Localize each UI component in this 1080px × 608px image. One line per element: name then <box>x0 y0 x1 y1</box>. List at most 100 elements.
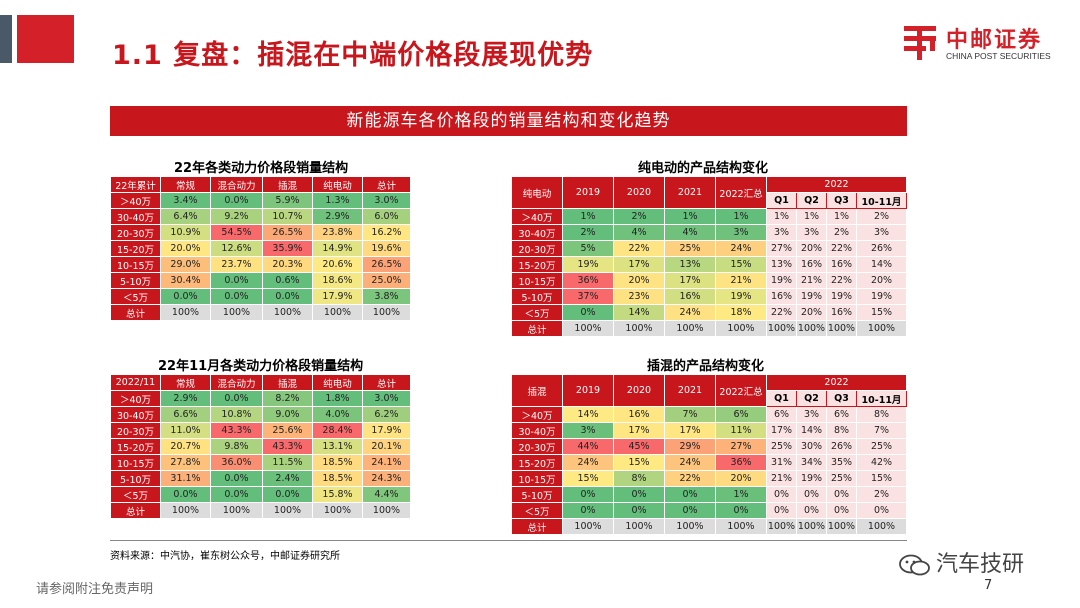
table-cell: 11.0% <box>160 422 211 439</box>
table-cell: 28.4% <box>312 422 363 439</box>
table-cell: 21% <box>766 470 797 487</box>
year-header: 2021 <box>664 176 716 209</box>
table-cell: 1% <box>796 208 827 225</box>
table-cell: 22% <box>613 240 665 257</box>
decor-bar-red <box>17 15 74 63</box>
table-cell: 0.0% <box>210 288 263 305</box>
table-cell: 100% <box>826 320 857 337</box>
quarter-header: Q1 <box>766 390 797 407</box>
table-cell: 0.0% <box>210 192 263 209</box>
table-cell: 14% <box>856 256 907 273</box>
table-row: ＞40万 1% 2% 1% 1% 1% 1% 1% 2% <box>511 208 907 225</box>
table-cell: 0% <box>826 502 857 519</box>
table-cell: 8.2% <box>262 390 313 407</box>
table-row: 总计 100% 100% 100% 100% 100% 100% 100% 100% <box>511 518 907 535</box>
table-cell: 36% <box>715 454 767 471</box>
quarter-header: Q2 <box>796 192 827 209</box>
table-row: 15-20万 20.0% 12.6% 35.9% 14.9% 19.6% <box>110 240 411 257</box>
header-row: 22年累计 常规 混合动力 插混 纯电动 总计 <box>110 176 411 193</box>
table-cell: 26.5% <box>362 256 411 273</box>
table-cell: 100% <box>210 304 263 321</box>
table-cell: 2% <box>562 224 614 241</box>
table-row: 总计 100% 100% 100% 100% 100% <box>110 502 411 519</box>
column-header: 纯电动 <box>312 374 363 391</box>
table-cell: 19% <box>562 256 614 273</box>
china-post-logo-icon <box>904 26 936 60</box>
table-row: 20-30万 10.9% 54.5% 26.5% 23.8% 16.2% <box>110 224 411 241</box>
table-cell: 15% <box>856 470 907 487</box>
table-cell: 30.4% <box>160 272 211 289</box>
table-row: 5-10万 31.1% 0.0% 2.4% 18.5% 24.3% <box>110 470 411 487</box>
table-cell: 15.8% <box>312 486 363 503</box>
row-label: 30-40万 <box>511 224 563 241</box>
table-row: ＞40万 3.4% 0.0% 5.9% 1.3% 3.0% <box>110 192 411 209</box>
table-cell: 26% <box>826 438 857 455</box>
table-cell: 100% <box>766 320 797 337</box>
table-cell: 6.4% <box>160 208 211 225</box>
watermark: 汽车技研 <box>898 546 1024 578</box>
table-price-structure-2022: 22年累计 常规 混合动力 插混 纯电动 总计 ＞40万 3.4% 0.0% 5.9% 1.3% 3.… <box>110 176 411 321</box>
row-label: 30-40万 <box>511 422 563 439</box>
table-cell: 0.0% <box>210 390 263 407</box>
table-cell: 100% <box>796 518 827 535</box>
column-header: 插混 <box>262 374 313 391</box>
table-cell: 15% <box>856 304 907 321</box>
table-cell: 19% <box>796 470 827 487</box>
table-row: 10-15万 15% 8% 22% 20% 21% 19% 25% 15% <box>511 470 907 487</box>
wechat-icon <box>899 554 930 576</box>
table-cell: 0% <box>562 486 614 503</box>
data-source-note: 资料来源：中汽协，崔东树公众号，中邮证券研究所 <box>110 551 340 562</box>
table-row: 30-40万 3% 17% 17% 11% 17% 14% 8% 7% <box>511 422 907 439</box>
table-cell: 14% <box>562 406 614 423</box>
table-cell: 18.5% <box>312 470 363 487</box>
table-row: 10-15万 27.8% 36.0% 11.5% 18.5% 24.1% <box>110 454 411 471</box>
row-label: ＜5万 <box>511 304 563 321</box>
table-cell: 17% <box>664 422 716 439</box>
table-cell: 6% <box>826 406 857 423</box>
table-cell: 13% <box>766 256 797 273</box>
table-cell: 1% <box>664 208 716 225</box>
table-cell: 100% <box>613 320 665 337</box>
table-cell: 30% <box>796 438 827 455</box>
row-label: ＜5万 <box>511 502 563 519</box>
table-row: ＜5万 0.0% 0.0% 0.0% 15.8% 4.4% <box>110 486 411 503</box>
table-cell: 43.3% <box>210 422 263 439</box>
row-label: 20-30万 <box>511 240 563 257</box>
table-row: ＜5万 0% 0% 0% 0% 0% 0% 0% 0% <box>511 502 907 519</box>
decor-bar-gray <box>0 15 12 63</box>
table-cell: 10.9% <box>160 224 211 241</box>
quarter-header: Q2 <box>796 390 827 407</box>
table-cell: 1% <box>766 208 797 225</box>
header-row: 2022/11 常规 混合动力 插混 纯电动 总计 <box>110 374 411 391</box>
table-cell: 0.0% <box>262 486 313 503</box>
table-cell: 17% <box>613 422 665 439</box>
table-cell: 22% <box>664 470 716 487</box>
table-cell: 2% <box>856 208 907 225</box>
table-row: 15-20万 20.7% 9.8% 43.3% 13.1% 20.1% <box>110 438 411 455</box>
corner-header: 插混 <box>511 374 563 407</box>
quarter-header: 10-11月 <box>856 390 907 407</box>
column-header: 22年累计 <box>110 176 161 193</box>
table-cell: 22% <box>766 304 797 321</box>
row-label: 30-40万 <box>110 208 161 225</box>
table-cell: 10.7% <box>262 208 313 225</box>
table-cell: 25% <box>664 240 716 257</box>
table-cell: 14.9% <box>312 240 363 257</box>
column-header: 总计 <box>362 176 411 193</box>
table-cell: 9.2% <box>210 208 263 225</box>
table-cell: 15% <box>715 256 767 273</box>
table-cell: 14% <box>796 422 827 439</box>
table-cell: 23% <box>613 288 665 305</box>
table-cell: 0% <box>715 502 767 519</box>
table-cell: 100% <box>312 304 363 321</box>
table-cell: 100% <box>664 320 716 337</box>
table-row: 30-40万 2% 4% 4% 3% 3% 3% 2% 3% <box>511 224 907 241</box>
table-cell: 16% <box>766 288 797 305</box>
table-cell: 19% <box>826 288 857 305</box>
table-cell: 3% <box>796 224 827 241</box>
table-cell: 27% <box>715 438 767 455</box>
table-cell: 18.5% <box>312 454 363 471</box>
row-label: 5-10万 <box>511 288 563 305</box>
table-cell: 100% <box>715 320 767 337</box>
table-cell: 24% <box>715 240 767 257</box>
